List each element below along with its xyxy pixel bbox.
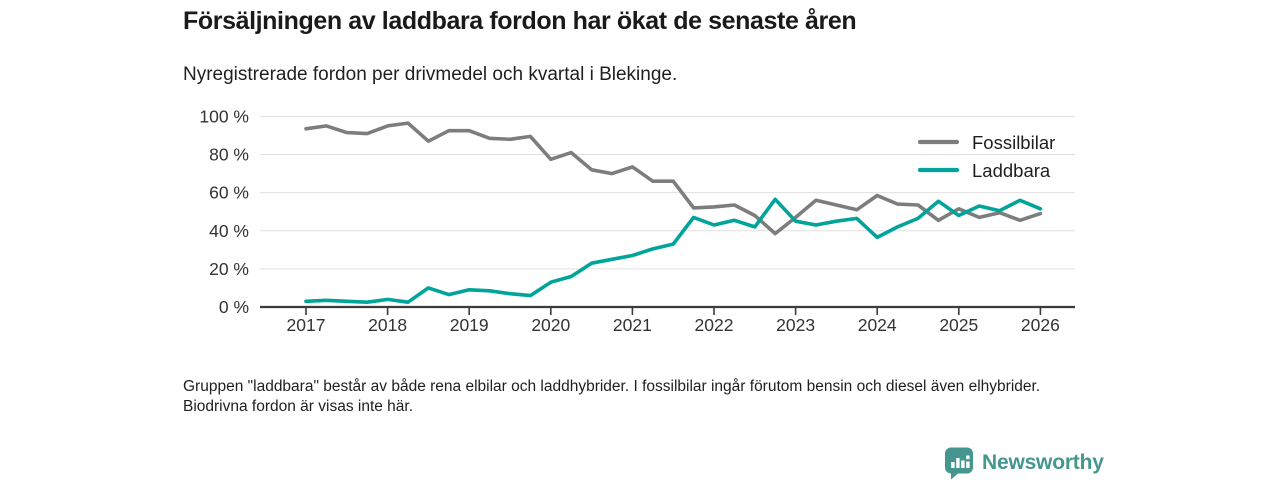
legend-label-laddbara: Laddbara [972, 160, 1051, 181]
y-tick-label: 40 % [209, 221, 249, 241]
x-tick-label: 2022 [695, 315, 734, 335]
series-line-laddbara [304, 197, 1043, 304]
x-tick-label: 2017 [287, 315, 326, 335]
x-tick-label: 2024 [858, 315, 897, 335]
x-tick-label: 2020 [531, 315, 570, 335]
newsworthy-logo: Newsworthy [943, 446, 1104, 480]
x-tick-label: 2018 [368, 315, 407, 335]
y-tick-label: 60 % [209, 183, 249, 203]
x-tick-label: 2026 [1021, 315, 1060, 335]
newsworthy-pin-barchart-icon [945, 447, 973, 480]
y-tick-label: 0 % [219, 297, 249, 317]
x-tick-label: 2019 [450, 315, 489, 335]
y-tick-label: 20 % [209, 259, 249, 279]
newsworthy-wordmark: Newsworthy [982, 451, 1104, 474]
x-tick-label: 2023 [776, 315, 815, 335]
x-tick-label: 2021 [613, 315, 652, 335]
line-chart: 0 % 20 % 40 % 60 % 80 % 100 % 2017 2018 2019 2020… [199, 106, 1075, 335]
y-tick-label: 80 % [209, 145, 249, 165]
chart-footnote: Gruppen "laddbara" består av både rena e… [183, 378, 1041, 416]
chart-title: Försäljningen av laddbara fordon har öka… [183, 7, 857, 35]
legend-label-fossilbilar: Fossilbilar [972, 132, 1055, 153]
y-tick-label: 100 % [199, 106, 249, 126]
chart-subtitle: Nyregistrerade fordon per drivmedel och … [183, 64, 678, 85]
series-line-fossilbilar [304, 121, 1043, 236]
x-tick-label: 2025 [939, 315, 978, 335]
